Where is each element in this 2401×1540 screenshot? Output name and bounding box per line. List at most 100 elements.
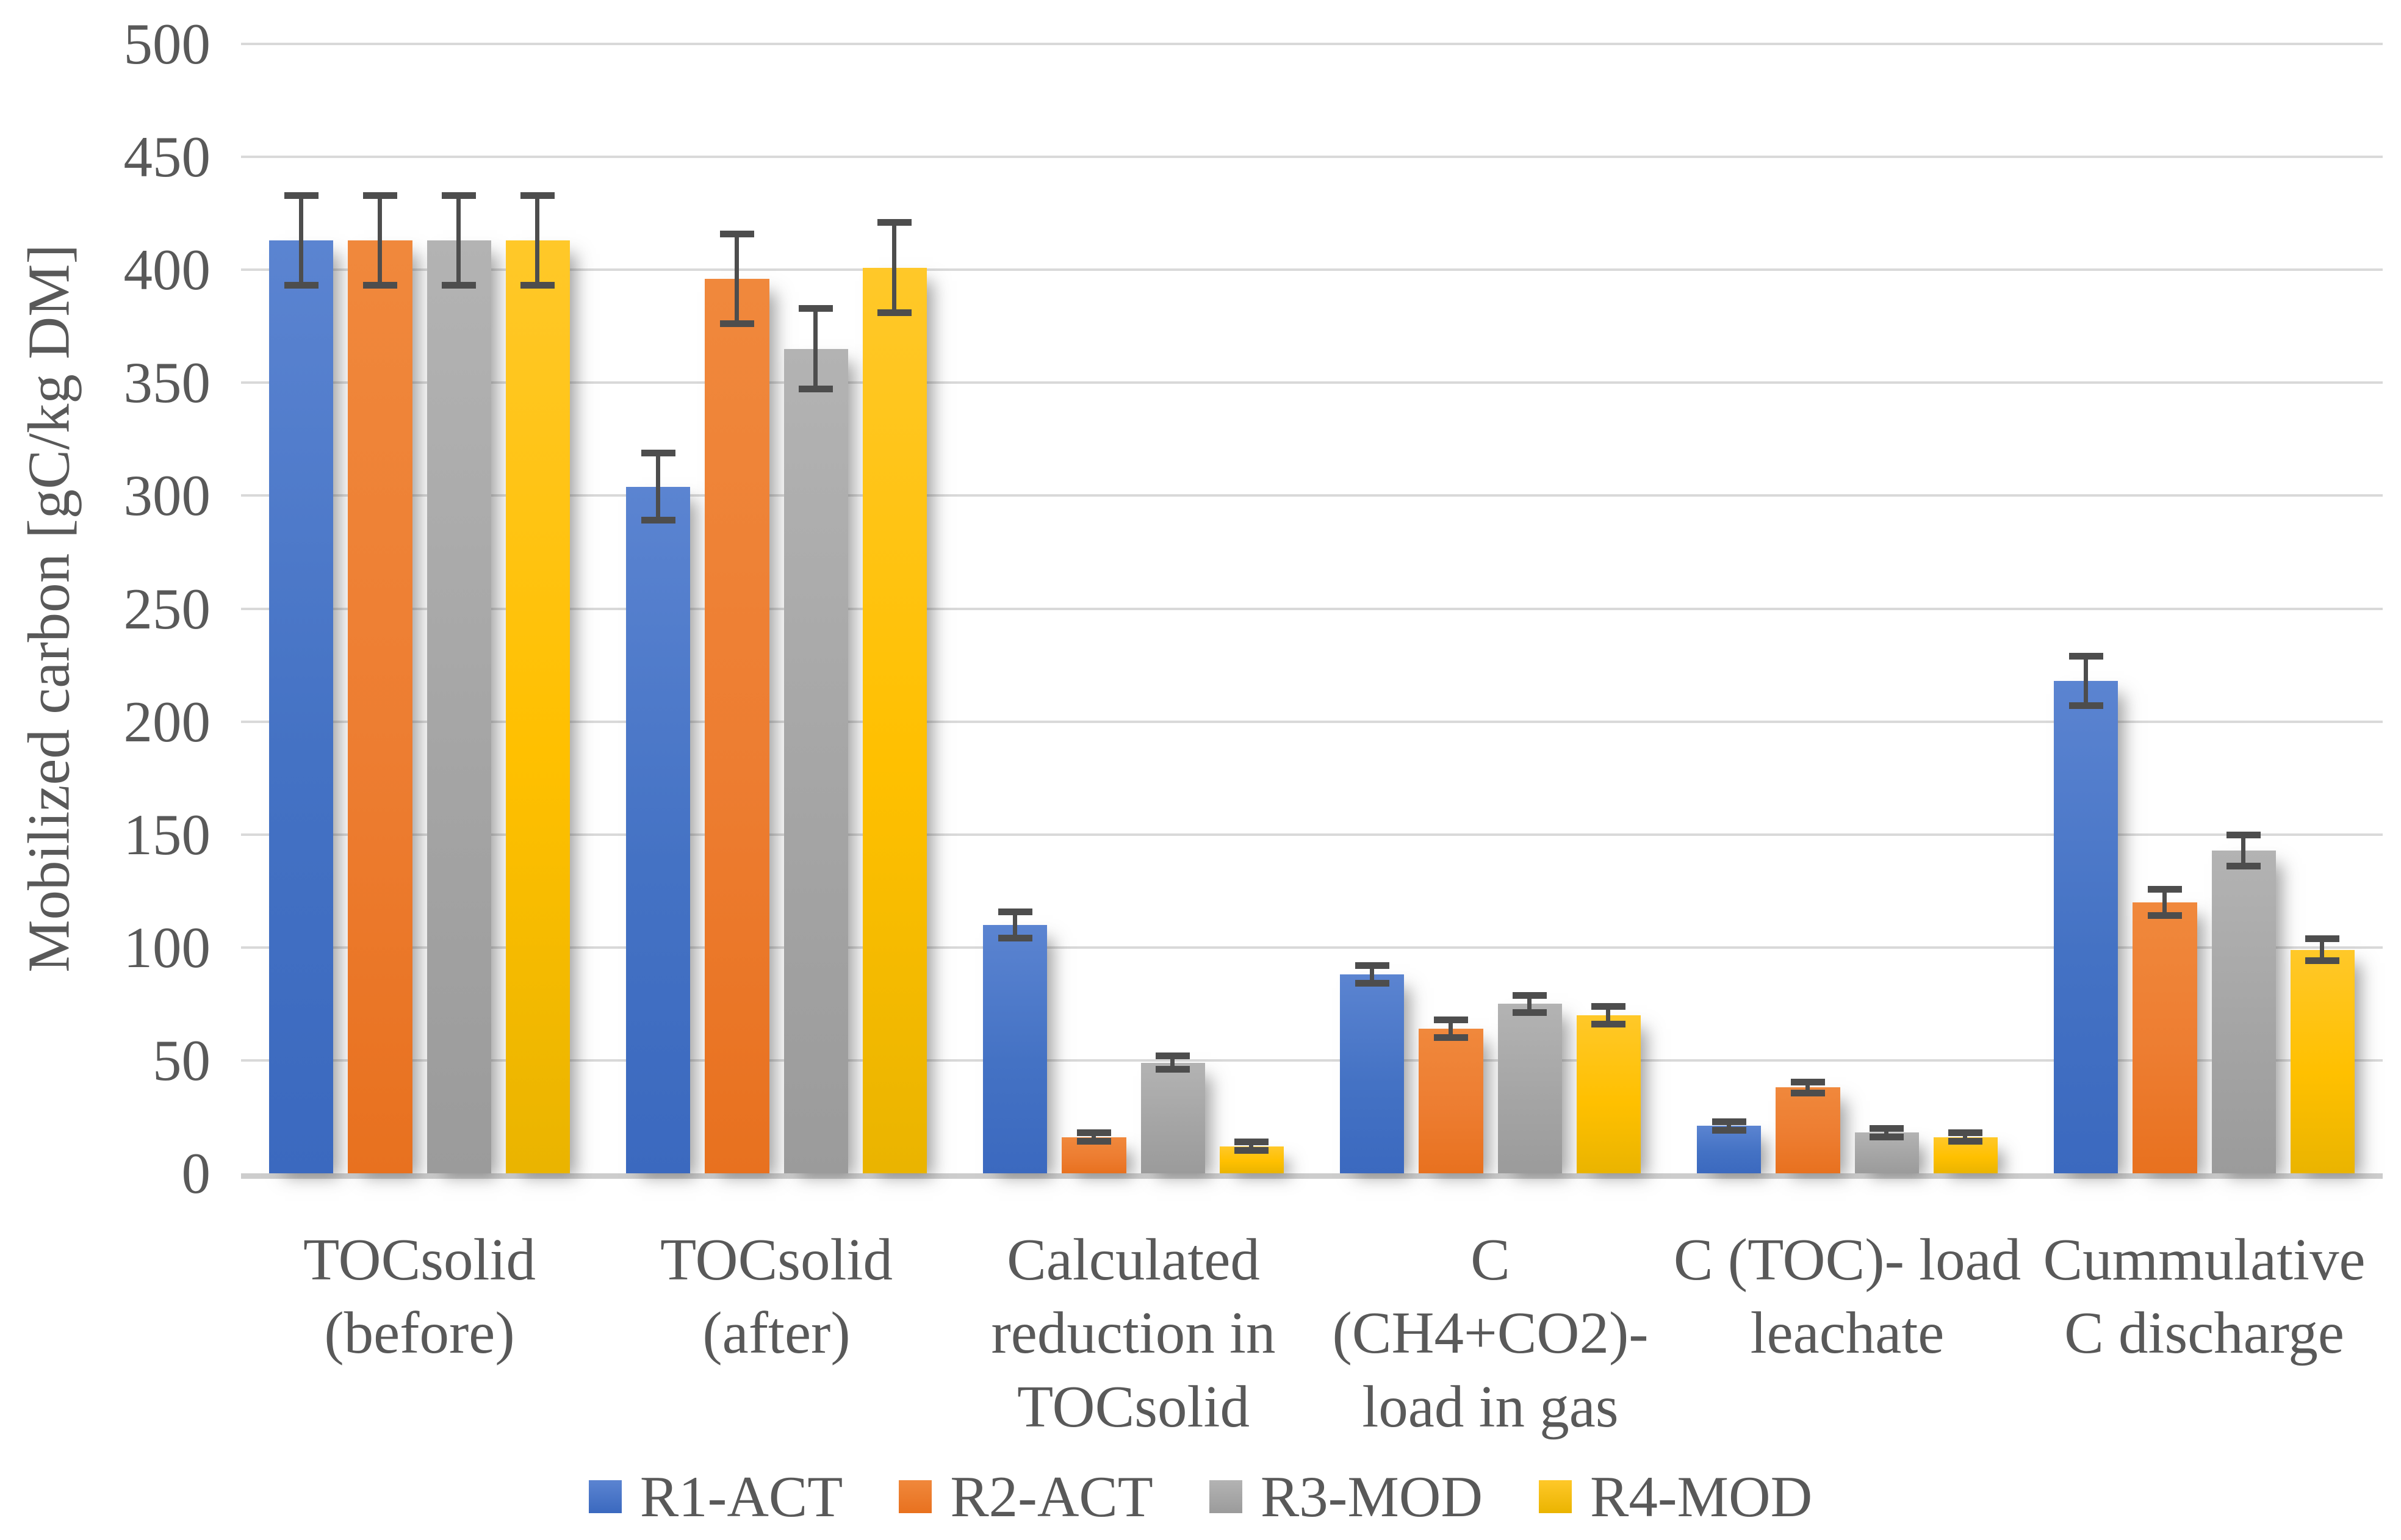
error-bar-stem	[1249, 1142, 1254, 1151]
error-bar	[998, 908, 1032, 941]
bar-column	[862, 44, 927, 1173]
error-bar-cap-bottom	[877, 309, 912, 316]
bar-group	[2026, 44, 2383, 1173]
bar-column	[1854, 44, 1919, 1173]
bar-column	[1933, 44, 1998, 1173]
category-label-line: leachate	[1750, 1300, 1945, 1366]
error-bar-cap-top	[2147, 885, 2182, 893]
bar-r4-mod	[2290, 949, 2355, 1173]
error-bar-cap-top	[641, 450, 675, 457]
error-bar-cap-bottom	[1355, 980, 1389, 987]
error-bar-stem	[1726, 1121, 1731, 1131]
error-bar-cap-bottom	[998, 934, 1032, 941]
error-bar-cap-top	[1156, 1052, 1190, 1060]
error-bar-stem	[1369, 965, 1374, 984]
gridline	[241, 1059, 2383, 1062]
plot-area	[241, 43, 2383, 1179]
error-bar-cap-bottom	[1712, 1126, 1746, 1134]
category-label-line: Calculated	[1007, 1227, 1260, 1292]
error-bar-cap-top	[2068, 653, 2103, 660]
category-label-line: C (TOC)- load	[1673, 1227, 2021, 1292]
bar-r1-act	[1697, 1126, 1762, 1173]
category-label: C (TOC)- load leachate	[1669, 1223, 2026, 1444]
error-bar-cap-top	[1712, 1118, 1746, 1125]
error-bar-cap-bottom	[2068, 702, 2103, 709]
error-bar-cap-top	[1433, 1016, 1468, 1024]
error-bar-cap-top	[799, 305, 833, 312]
error-bar-cap-bottom	[2147, 912, 2182, 919]
error-bar-cap-top	[1513, 991, 1547, 999]
bar-r2-act	[1419, 1029, 1483, 1173]
error-bar	[1433, 1016, 1468, 1041]
error-bar	[2226, 831, 2261, 869]
bar-group	[598, 44, 955, 1173]
bar-r3-mod	[1497, 1004, 1562, 1173]
error-bar-cap-bottom	[362, 282, 397, 289]
bar-column	[2290, 44, 2355, 1173]
error-bar-cap-bottom	[799, 386, 833, 393]
error-bar-cap-top	[1076, 1129, 1111, 1137]
legend-label: R3-MOD	[1260, 1464, 1483, 1529]
error-bar-stem	[1527, 995, 1532, 1013]
legend-color-swatch	[588, 1480, 622, 1513]
gridline	[241, 156, 2383, 159]
error-bar	[1790, 1079, 1825, 1096]
error-bar	[1076, 1129, 1111, 1145]
bar-r1-act	[269, 240, 334, 1173]
error-bar-cap-bottom	[1591, 1020, 1626, 1027]
gridline	[241, 946, 2383, 949]
error-bar-cap-top	[719, 230, 754, 237]
error-bar	[1156, 1052, 1190, 1073]
error-bar-stem	[377, 195, 382, 286]
error-bar-cap-top	[998, 908, 1032, 915]
legend-color-swatch	[1539, 1480, 1572, 1513]
bar-column	[1219, 44, 1284, 1173]
error-bar-stem	[813, 308, 818, 390]
error-bar-cap-top	[1790, 1079, 1825, 1086]
bar-column	[2054, 44, 2118, 1173]
bar-column	[427, 44, 491, 1173]
bar-column	[1776, 44, 1840, 1173]
bar-r3-mod	[2211, 850, 2276, 1173]
bar-r1-act	[626, 486, 691, 1173]
error-bar-stem	[535, 195, 540, 286]
error-bar-cap-bottom	[2226, 862, 2261, 869]
error-bar-cap-top	[1355, 962, 1389, 970]
error-bar	[1712, 1118, 1746, 1134]
error-bar	[442, 192, 477, 289]
error-bar	[2068, 653, 2103, 709]
error-bar	[641, 450, 675, 524]
error-bar	[877, 219, 912, 316]
error-bar	[1355, 962, 1389, 987]
category-label-line: TOCsolid	[660, 1227, 893, 1292]
bar-r2-act	[705, 279, 769, 1173]
legend-item-r1-act: R1-ACT	[588, 1463, 843, 1530]
error-bar-cap-bottom	[1790, 1089, 1825, 1096]
error-bar-cap-bottom	[1156, 1065, 1190, 1073]
legend-item-r3-mod: R3-MOD	[1209, 1463, 1483, 1530]
y-axis-tick-label: 500	[123, 12, 211, 76]
bar-column	[2211, 44, 2276, 1173]
error-bar-stem	[1606, 1006, 1611, 1024]
error-bar	[1234, 1139, 1269, 1154]
category-label-line: TOCsolid	[1017, 1373, 1250, 1439]
error-bar-stem	[2083, 656, 2088, 706]
error-bar-stem	[1884, 1128, 1889, 1137]
bar-column	[1576, 44, 1641, 1173]
bar-r4-mod	[862, 267, 927, 1173]
error-bar-cap-top	[2226, 831, 2261, 838]
error-bar-cap-top	[1870, 1124, 1904, 1132]
bar-r1-act	[2054, 680, 2118, 1173]
y-axis-tick-label: 0	[181, 1141, 211, 1206]
category-label: Calculated reduction in TOCsolid	[955, 1223, 1312, 1444]
error-bar	[1513, 991, 1547, 1016]
y-axis-tick-label: 250	[123, 576, 211, 641]
error-bar-cap-bottom	[1870, 1133, 1904, 1140]
bar-column	[1419, 44, 1483, 1173]
y-axis-tick-label: 200	[123, 689, 211, 754]
error-bar-stem	[2241, 834, 2246, 866]
error-bar-cap-bottom	[719, 320, 754, 328]
y-axis-tick-label: 450	[123, 124, 211, 190]
bar-r2-act	[348, 240, 412, 1173]
error-bar-cap-bottom	[641, 517, 675, 524]
